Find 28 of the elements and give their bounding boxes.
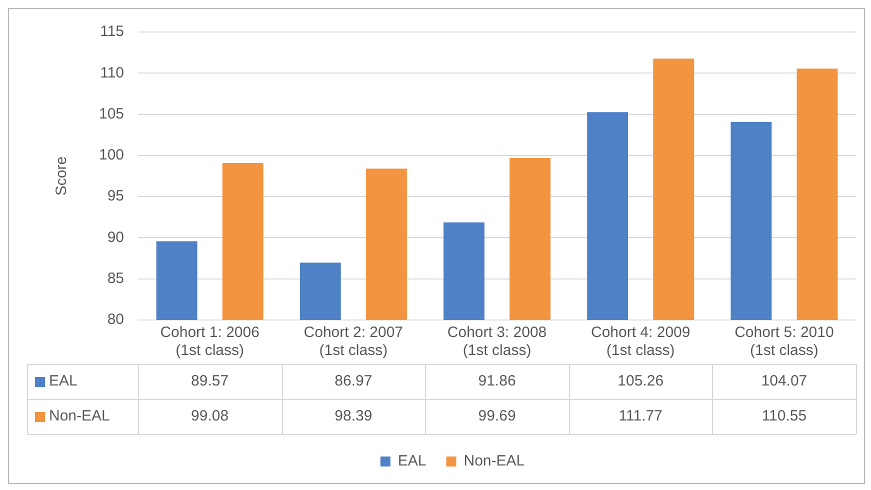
text: Non-EAL [49, 408, 110, 425]
legend-label: Non-EAL [464, 452, 525, 470]
text: EAL [49, 372, 78, 390]
y-tick-label: 95 [107, 188, 124, 205]
data-label: 98.39 [334, 408, 372, 425]
data-label: 99.69 [478, 408, 516, 425]
y-tick-label: 100 [98, 146, 124, 164]
data-label: 99.08 [191, 408, 229, 425]
data-label: 86.97 [334, 372, 372, 390]
y-axis-title: Score [53, 156, 70, 196]
x-tick-label: Cohort 2: 2007 (1st class) [304, 324, 404, 360]
data-label: 105.26 [618, 372, 664, 390]
y-tick-label: 85 [107, 270, 124, 287]
data-label: 91.86 [478, 372, 516, 390]
data-label: 110.55 [762, 408, 807, 425]
x-tick-label: Cohort 4: 2009 (1st class) [590, 324, 690, 360]
y-tick-label: 80 [107, 311, 124, 328]
data-label: 104.07 [761, 372, 808, 390]
y-tick-label: 110 [100, 64, 124, 82]
y-tick-label: 115 [100, 23, 124, 40]
y-tick-label: 90 [107, 228, 124, 246]
x-tick-label: Cohort 5: 2010 (1st class) [734, 324, 834, 360]
y-tick-label: 105 [98, 105, 124, 122]
x-tick-label: Cohort 3: 2008 (1st class) [447, 324, 547, 360]
legend-label: EAL [398, 452, 426, 470]
data-label: 111.77 [618, 408, 662, 425]
x-tick-label: Cohort 1: 2006 (1st class) [160, 324, 260, 360]
data-label: 89.57 [191, 372, 229, 390]
